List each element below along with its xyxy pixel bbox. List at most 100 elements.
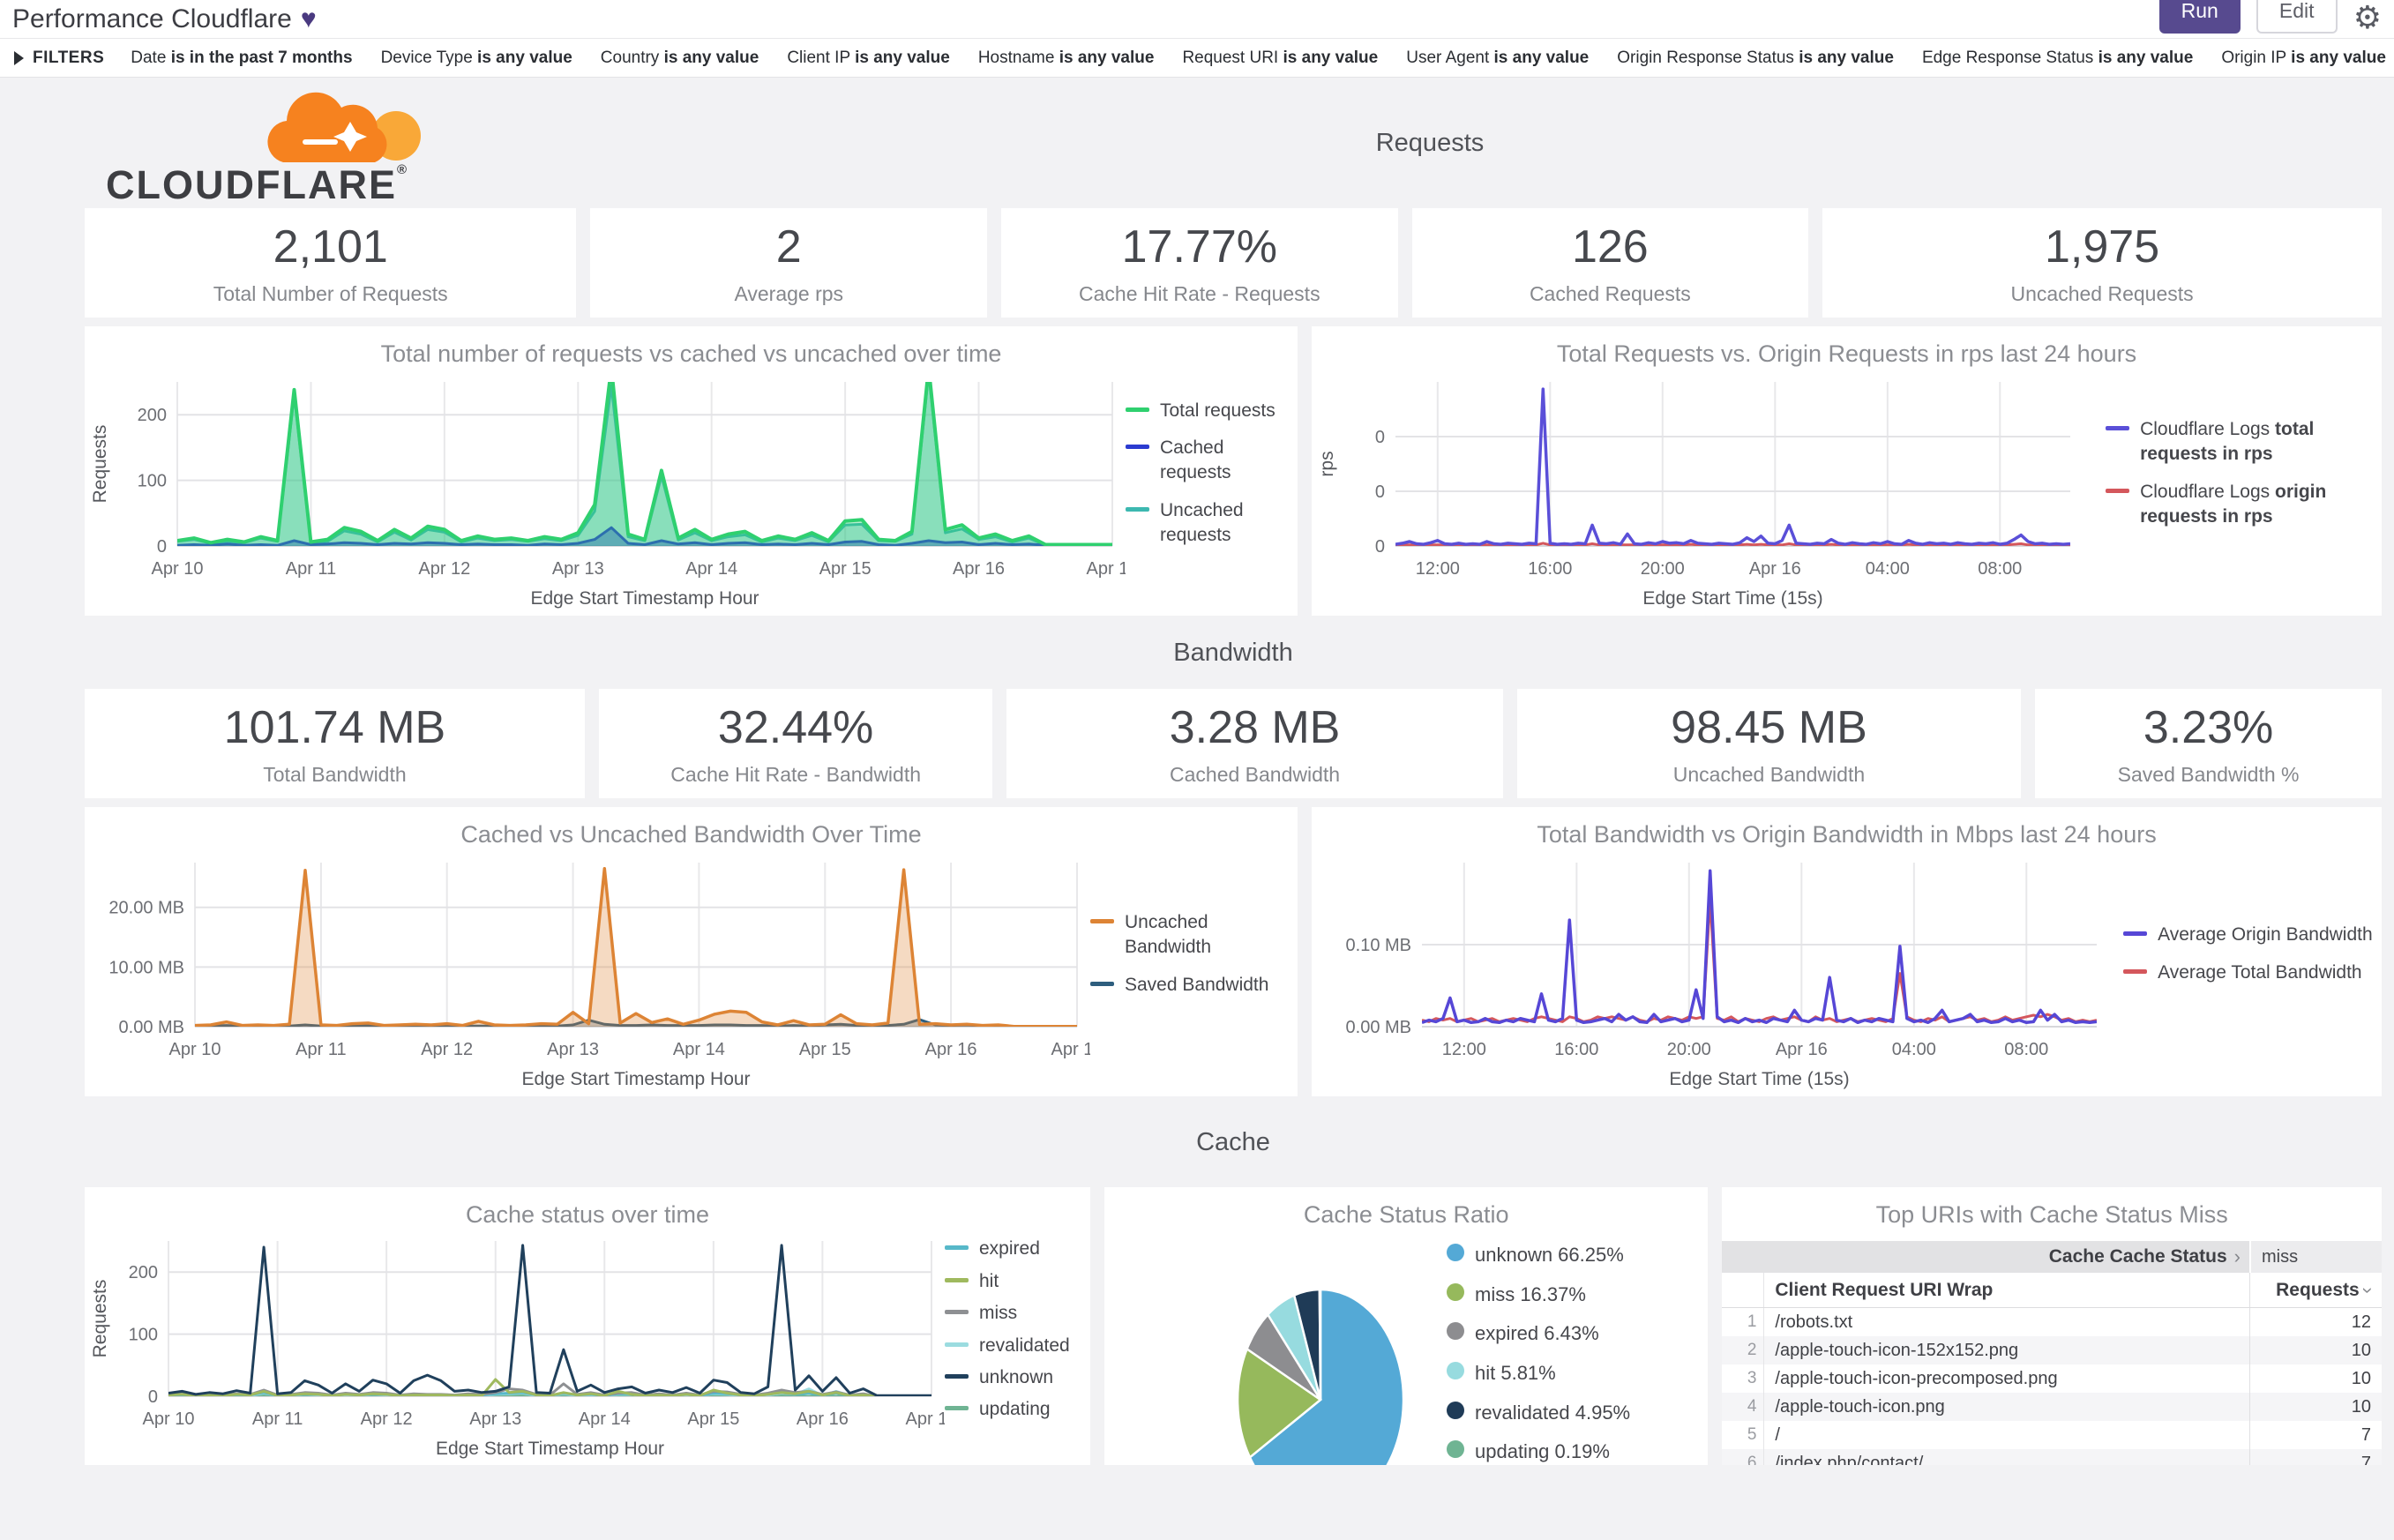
requests-over-time-chart: 0 100 200 Apr 10 Apr 11 Apr 12 Apr 13 Apr 14 Apr… [85, 370, 1138, 617]
svg-text:Apr 17: Apr 17 [1051, 1040, 1090, 1059]
svg-text:Apr 10: Apr 10 [143, 1409, 195, 1429]
legend-swatch [1447, 1440, 1464, 1459]
legend-item: Uncached Bandwidth [1090, 910, 1297, 961]
column-header-requests[interactable]: Requests › [2249, 1273, 2382, 1307]
filter-user-agent[interactable]: User Agent is any value [1406, 48, 1590, 67]
pivot-value-miss: miss [2249, 1241, 2382, 1273]
section-heading-bandwidth: Bandwidth [1173, 639, 1293, 667]
stat-uncached-bandwidth: 98.45 MB Uncached Bandwidth [1516, 689, 2022, 798]
svg-text:Apr 11: Apr 11 [252, 1409, 303, 1429]
bandwidth-over-time-chart: 0.00 MB 10.00 MB 20.00 MB Apr 10 Apr 11 Apr 1… [85, 850, 1103, 1098]
filter-client-ip[interactable]: Client IP is any value [787, 48, 950, 67]
cloudflare-cloud-icon [267, 92, 421, 162]
gear-icon[interactable]: ⚙ [2353, 0, 2382, 35]
legend-item: unknown [945, 1365, 1090, 1390]
section-heading-requests: Requests [1375, 128, 1485, 157]
legend-item: Cloudflare Logs origin requests in rps [2106, 480, 2370, 530]
column-header-uri[interactable]: Client Request URI Wrap [1775, 1279, 1994, 1300]
legend-item: Cloudflare Logs total requests in rps [2106, 417, 2370, 467]
filter-device-type[interactable]: Device Type is any value [380, 48, 572, 67]
legend-swatch [945, 1373, 969, 1379]
svg-text:Apr 10: Apr 10 [169, 1040, 221, 1059]
rps-24h-chart: 0 0 0 12:00 16:00 20:00 Apr 16 04:00 08:00 Edge S… [1312, 370, 2106, 617]
svg-text:20:00: 20:00 [1641, 559, 1685, 579]
legend-swatch [1447, 1322, 1464, 1341]
legend-swatch [1447, 1401, 1464, 1419]
svg-text:20.00 MB: 20.00 MB [108, 899, 184, 918]
table-row: 5/7 [1722, 1421, 2382, 1449]
chevron-right-icon [14, 50, 24, 65]
stat-cache-hit-rate-requests: 17.77% Cache Hit Rate - Requests [1001, 208, 1398, 318]
svg-text:0: 0 [1375, 482, 1385, 502]
requests-over-time-legend: Total requests Cached requests Uncached … [1126, 370, 1297, 617]
cache-status-ratio-pie [1104, 1230, 1708, 1465]
filter-hostname[interactable]: Hostname is any value [977, 48, 1155, 67]
stat-saved-bandwidth-pct: 3.23% Saved Bandwidth % [2035, 689, 2382, 798]
table-row: 2/apple-touch-icon-152x152.png 10 [1722, 1336, 2382, 1364]
legend-item: unknown 66.25% [1447, 1242, 1630, 1268]
svg-text:200: 200 [129, 1263, 158, 1282]
legend-swatch [945, 1245, 969, 1251]
legend-swatch [1090, 918, 1114, 923]
svg-text:Apr 13: Apr 13 [469, 1409, 521, 1429]
legend-swatch [2123, 931, 2148, 937]
section-heading-cache: Cache [1196, 1128, 1270, 1156]
legend-item: hit 5.81% [1447, 1360, 1630, 1387]
svg-text:16:00: 16:00 [1528, 559, 1572, 579]
filters-toggle[interactable]: FILTERS [14, 49, 104, 68]
svg-text:Edge Start Time (15s): Edge Start Time (15s) [1642, 588, 1822, 609]
pivot-header[interactable]: Cache Cache Status › [1722, 1241, 2249, 1273]
svg-text:04:00: 04:00 [1866, 559, 1910, 579]
stat-total-bandwidth: 101.74 MB Total Bandwidth [85, 689, 585, 798]
bandwidth-24h-chart: 0.00 MB 0.10 MB 12:00 16:00 20:00 Apr 16 04:00… [1312, 850, 2123, 1098]
filter-request-uri[interactable]: Request URI is any value [1182, 48, 1379, 67]
legend-item: Total requests [1126, 399, 1297, 423]
legend-item: Average Total Bandwidth [2123, 961, 2375, 985]
filter-country[interactable]: Country is any value [600, 48, 759, 67]
svg-text:Apr 16: Apr 16 [953, 559, 1005, 579]
svg-text:Edge Start Timestamp Hour: Edge Start Timestamp Hour [436, 1439, 664, 1459]
legend-item: revalidated [945, 1334, 1090, 1358]
legend-swatch [1126, 506, 1149, 512]
svg-text:Apr 16: Apr 16 [797, 1409, 849, 1429]
run-button[interactable]: Run [2158, 0, 2241, 34]
legend-item: expired [945, 1237, 1090, 1261]
svg-text:0: 0 [157, 537, 167, 557]
cache-status-over-time-chart: 0 100 200 Apr 10 Apr 11 Apr 12 Apr 13 Apr 14 Apr… [85, 1230, 957, 1464]
svg-text:10.00 MB: 10.00 MB [108, 958, 184, 977]
top-uris-table-panel: Top URIs with Cache Status Miss Cache Ca… [1722, 1187, 2382, 1465]
svg-text:Apr 15: Apr 15 [799, 1040, 851, 1059]
filter-origin-response-status[interactable]: Origin Response Status is any value [1617, 48, 1894, 67]
legend-swatch [1447, 1244, 1464, 1261]
bandwidth-over-time-legend: Uncached Bandwidth Saved Bandwidth [1090, 850, 1297, 1098]
svg-text:Apr 12: Apr 12 [418, 559, 470, 579]
svg-text:Apr 12: Apr 12 [421, 1040, 473, 1059]
svg-text:100: 100 [138, 472, 167, 491]
filter-edge-response-status[interactable]: Edge Response Status is any value [1921, 48, 2194, 67]
svg-text:0.00 MB: 0.00 MB [119, 1018, 184, 1037]
svg-text:Apr 16: Apr 16 [1749, 559, 1801, 579]
legend-swatch [1090, 981, 1114, 986]
svg-text:Edge Start Timestamp Hour: Edge Start Timestamp Hour [521, 1069, 750, 1089]
edit-button[interactable]: Edit [2256, 0, 2338, 34]
legend-swatch [1447, 1282, 1464, 1301]
svg-text:Apr 11: Apr 11 [296, 1040, 346, 1059]
legend-swatch [1126, 444, 1149, 449]
svg-text:Apr 16: Apr 16 [925, 1040, 977, 1059]
svg-text:0: 0 [148, 1387, 158, 1407]
filter-origin-ip[interactable]: Origin IP is any value [2221, 48, 2386, 67]
sort-down-icon: › [2357, 1286, 2380, 1294]
requests-over-time-chart-panel: Total number of requests vs cached vs un… [85, 326, 1298, 616]
legend-swatch [1126, 407, 1149, 412]
svg-text:Apr 16: Apr 16 [1776, 1040, 1828, 1059]
top-uris-table: Cache Cache Status › miss Client Request… [1722, 1241, 2382, 1465]
svg-text:0.00 MB: 0.00 MB [1346, 1018, 1411, 1037]
legend-swatch [1447, 1362, 1464, 1380]
svg-text:Apr 13: Apr 13 [552, 559, 604, 579]
stat-cached-bandwidth: 3.28 MB Cached Bandwidth [1006, 689, 1503, 798]
requests-stats-row: 2,101 Total Number of Requests 2 Average r… [85, 208, 2383, 318]
legend-swatch [945, 1342, 969, 1347]
svg-text:12:00: 12:00 [1442, 1040, 1486, 1059]
filter-date[interactable]: Date is in the past 7 months [131, 48, 353, 67]
dashboard-header: Performance Cloudflare ♥ Run Edit ⚙ [0, 0, 2394, 39]
